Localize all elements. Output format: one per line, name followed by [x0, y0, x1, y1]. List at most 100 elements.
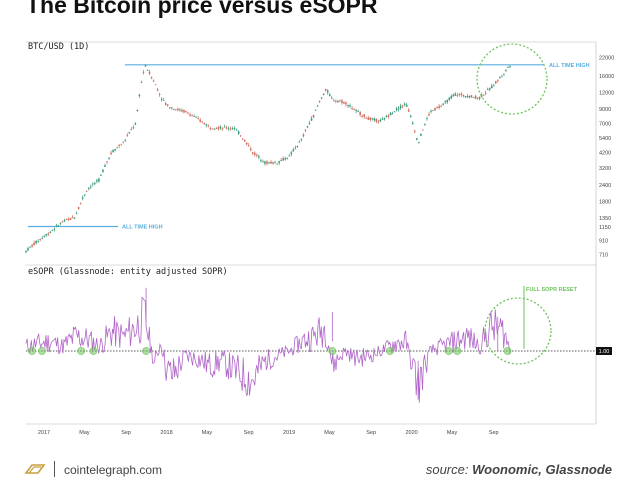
price-candle-body [183, 110, 185, 113]
price-candle-body [488, 87, 491, 90]
footer-site-link[interactable]: cointelegraph.com [64, 463, 163, 477]
price-y-tick-label: 22000 [599, 55, 614, 61]
price-candle-body [221, 128, 224, 130]
x-tick-label: 2018 [160, 430, 172, 436]
price-candle-body [347, 104, 349, 106]
price-candle-body [245, 142, 248, 145]
price-candle-body [456, 95, 459, 97]
price-candle-body [286, 158, 289, 160]
price-candle-body [156, 89, 159, 91]
price-candle-body [403, 103, 406, 105]
price-candle-body [189, 114, 191, 116]
price-candle-body [108, 157, 110, 159]
price-candle-body [472, 97, 475, 98]
price-candle-body [79, 202, 82, 204]
price-candle-body [391, 113, 394, 115]
price-candle-body [426, 118, 428, 120]
price-candle-body [341, 100, 343, 103]
price-candle-body [300, 139, 303, 141]
sopr-reset-marker [386, 347, 394, 355]
price-candle-body [509, 66, 511, 67]
price-candle-body [148, 71, 151, 74]
price-candle-body [405, 104, 408, 107]
price-candle-body [363, 114, 365, 117]
price-candle-body [124, 140, 127, 142]
price-candle-body [284, 158, 287, 160]
price-candle-body [27, 248, 29, 251]
sopr-panel-title: eSOPR (Glassnode: entity adjusted SOPR) [28, 267, 228, 277]
price-candle-body [448, 97, 451, 100]
price-candle-body [65, 219, 68, 221]
price-candle-body [399, 105, 402, 109]
price-candle-body [292, 149, 295, 152]
price-y-tick-label: 12000 [599, 90, 614, 96]
price-candle-body [173, 108, 175, 110]
price-candle-body [302, 134, 305, 137]
price-y-tick-label: 5400 [599, 136, 611, 142]
price-candle-body [385, 115, 388, 117]
x-tick-label: 2017 [38, 430, 50, 436]
sopr-reset-marker [38, 347, 46, 355]
price-candle-body [181, 109, 183, 112]
price-candle-body [454, 93, 457, 96]
sopr-reset-marker [77, 347, 86, 355]
price-candle-body [85, 191, 88, 192]
price-candle-body [337, 100, 339, 103]
x-tick-label: May [324, 430, 335, 436]
price-candle-body [41, 238, 44, 239]
sopr-highlight-circle [484, 297, 552, 365]
price-candle-body [138, 94, 141, 96]
price-candle-body [118, 145, 120, 146]
price-candle-body [335, 100, 337, 102]
footer-source: source: Woonomic, Glassnode [426, 462, 612, 477]
price-candle-body [330, 97, 333, 99]
price-candle-body [490, 85, 493, 89]
price-candle-body [136, 110, 139, 112]
price-candle-body [102, 169, 104, 172]
price-candle-body [294, 147, 297, 149]
price-candle-body [166, 104, 169, 106]
price-candle-body [359, 112, 361, 115]
price-candle-body [306, 126, 309, 128]
source-names: Woonomic, Glassnode [472, 462, 612, 477]
price-candle-body [440, 106, 442, 107]
x-tick-label: May [79, 430, 90, 436]
price-candle-body [462, 94, 465, 97]
price-candle-body [438, 106, 440, 108]
price-candle-body [389, 113, 392, 116]
price-candle-body [187, 112, 189, 114]
price-candle-body [298, 141, 301, 143]
price-candle-body [59, 222, 62, 224]
price-candle-body [140, 82, 143, 83]
price-y-tick-label: 4200 [599, 151, 611, 157]
price-candle-body [116, 147, 118, 149]
price-candle-body [122, 141, 125, 143]
price-candle-body [134, 123, 137, 125]
price-candle-body [239, 135, 242, 137]
price-candle-body [452, 94, 455, 97]
sopr-reference-label: 1.00 [599, 349, 610, 355]
price-candle-body [464, 96, 467, 97]
price-candle-body [318, 101, 321, 102]
price-candle-body [63, 220, 66, 222]
price-candle-body [444, 101, 446, 103]
price-candle-body [177, 108, 179, 111]
price-candle-body [484, 92, 487, 94]
price-candle-body [142, 72, 145, 73]
price-candle-body [120, 144, 122, 146]
price-candle-body [225, 127, 228, 129]
price-candle-body [351, 108, 353, 109]
price-candle-body [476, 97, 479, 99]
price-candle-body [57, 225, 60, 227]
price-candle-body [215, 128, 218, 130]
price-candle-body [428, 114, 430, 116]
price-candle-body [411, 123, 414, 125]
price-candle-body [254, 152, 256, 155]
price-candle-body [209, 128, 212, 129]
price-candle-body [51, 230, 54, 232]
price-candle-body [276, 163, 278, 165]
price-candle-body [43, 236, 46, 237]
price-candle-body [213, 128, 216, 130]
price-candle-body [87, 188, 90, 189]
price-candle-body [249, 148, 252, 151]
